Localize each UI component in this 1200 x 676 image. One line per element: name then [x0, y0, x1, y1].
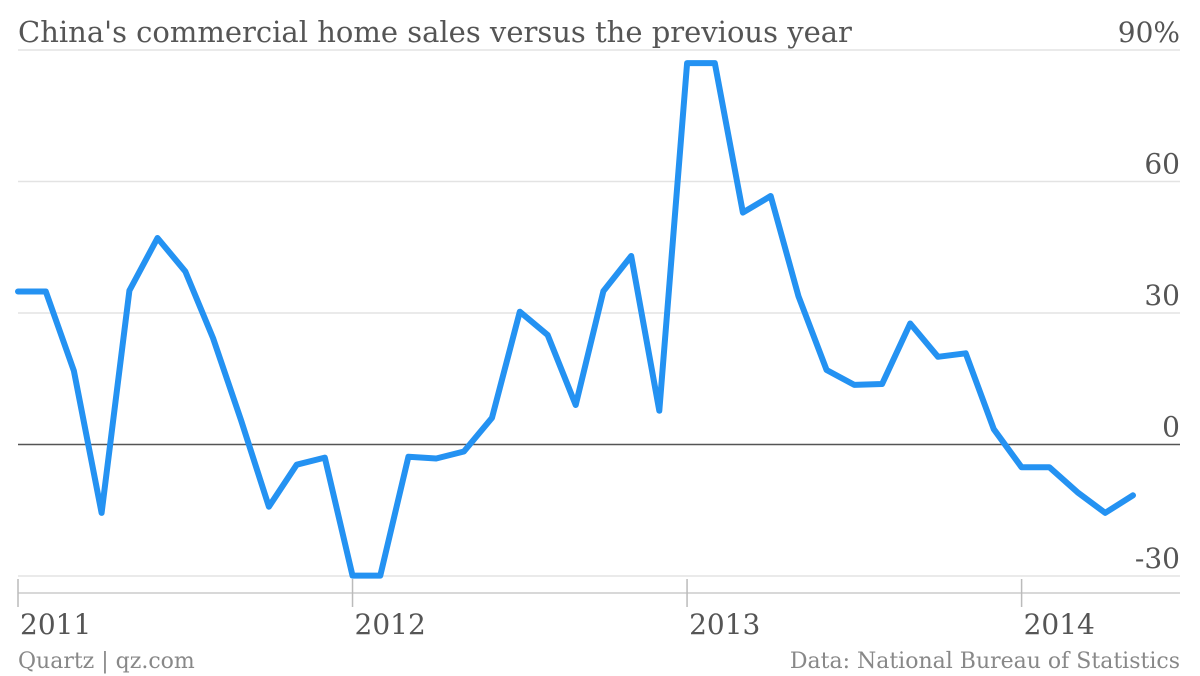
x-tick-label: 2014	[1024, 608, 1095, 641]
y-tick-label: 90%	[1118, 16, 1180, 49]
y-tick-label: -30	[1135, 542, 1180, 575]
source-credit: Quartz | qz.com	[18, 649, 195, 674]
x-tick-label: 2013	[689, 608, 760, 641]
x-tick-label: 2012	[355, 608, 426, 641]
x-tick-label: 2011	[20, 608, 91, 641]
y-tick-label: 30	[1144, 279, 1180, 312]
data-credit: Data: National Bureau of Statistics	[790, 649, 1180, 674]
x-axis-ticks	[17, 579, 1023, 607]
y-axis-labels: 90% 60 30 0 -30	[1118, 16, 1180, 575]
y-tick-label: 60	[1144, 148, 1180, 181]
chart-title: China's commercial home sales versus the…	[18, 15, 852, 49]
series-line	[15, 60, 1136, 579]
y-tick-label: 0	[1162, 411, 1180, 444]
x-axis-labels: 2011 2012 2013 2014	[20, 608, 1095, 641]
